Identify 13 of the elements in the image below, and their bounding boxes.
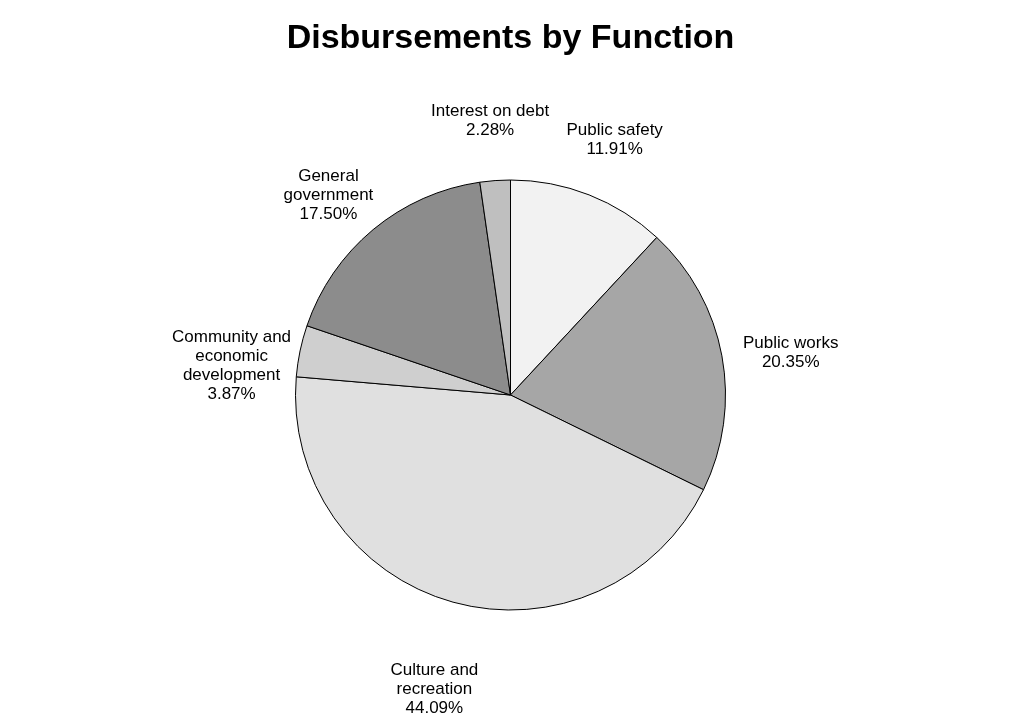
slice-label: Culture and recreation [390, 659, 479, 698]
slice-label: General government [283, 165, 374, 204]
slice-label: Community and economic development [172, 326, 292, 384]
data-label: 2.28% [466, 119, 515, 139]
slice-label: Interest on debt [431, 100, 550, 120]
data-label: 17.50% [299, 203, 358, 223]
data-label: 3.87% [207, 383, 256, 403]
chart-title: Disbursements by Function [286, 17, 735, 55]
slice-label: Public safety [566, 119, 664, 139]
data-label: 20.35% [761, 352, 820, 372]
data-label: 44.09% [405, 697, 464, 717]
data-label: 11.91% [586, 138, 643, 158]
slice-label: Public works [743, 333, 839, 353]
